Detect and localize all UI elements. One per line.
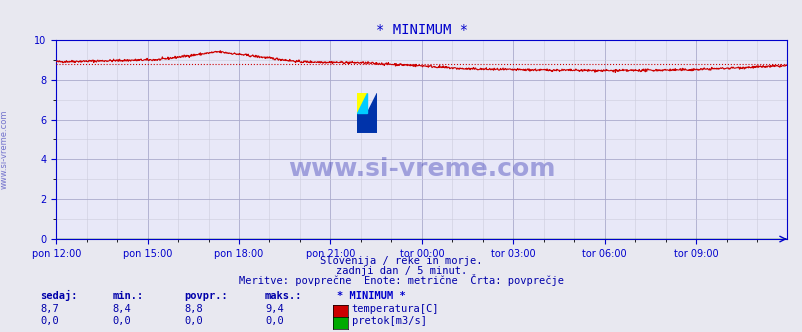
Text: povpr.:: povpr.: bbox=[184, 291, 228, 301]
Text: 0,0: 0,0 bbox=[112, 316, 131, 326]
Text: maks.:: maks.: bbox=[265, 291, 302, 301]
Polygon shape bbox=[357, 93, 367, 113]
Text: pretok[m3/s]: pretok[m3/s] bbox=[351, 316, 426, 326]
Title: * MINIMUM *: * MINIMUM * bbox=[375, 23, 467, 37]
Text: * MINIMUM *: * MINIMUM * bbox=[337, 291, 406, 301]
Text: Meritve: povprečne  Enote: metrične  Črta: povprečje: Meritve: povprečne Enote: metrične Črta:… bbox=[239, 274, 563, 286]
Text: 0,0: 0,0 bbox=[40, 316, 59, 326]
Text: 8,4: 8,4 bbox=[112, 304, 131, 314]
Text: 8,8: 8,8 bbox=[184, 304, 203, 314]
Text: temperatura[C]: temperatura[C] bbox=[351, 304, 439, 314]
Text: 8,7: 8,7 bbox=[40, 304, 59, 314]
Text: Slovenija / reke in morje.: Slovenija / reke in morje. bbox=[320, 256, 482, 266]
Text: www.si-vreme.com: www.si-vreme.com bbox=[0, 110, 9, 189]
Text: 9,4: 9,4 bbox=[265, 304, 283, 314]
Text: www.si-vreme.com: www.si-vreme.com bbox=[287, 157, 555, 181]
Text: 0,0: 0,0 bbox=[265, 316, 283, 326]
Text: min.:: min.: bbox=[112, 291, 144, 301]
Text: zadnji dan / 5 minut.: zadnji dan / 5 minut. bbox=[335, 266, 467, 276]
Polygon shape bbox=[357, 93, 367, 113]
Polygon shape bbox=[357, 93, 377, 133]
Text: sedaj:: sedaj: bbox=[40, 290, 78, 301]
Text: 0,0: 0,0 bbox=[184, 316, 203, 326]
